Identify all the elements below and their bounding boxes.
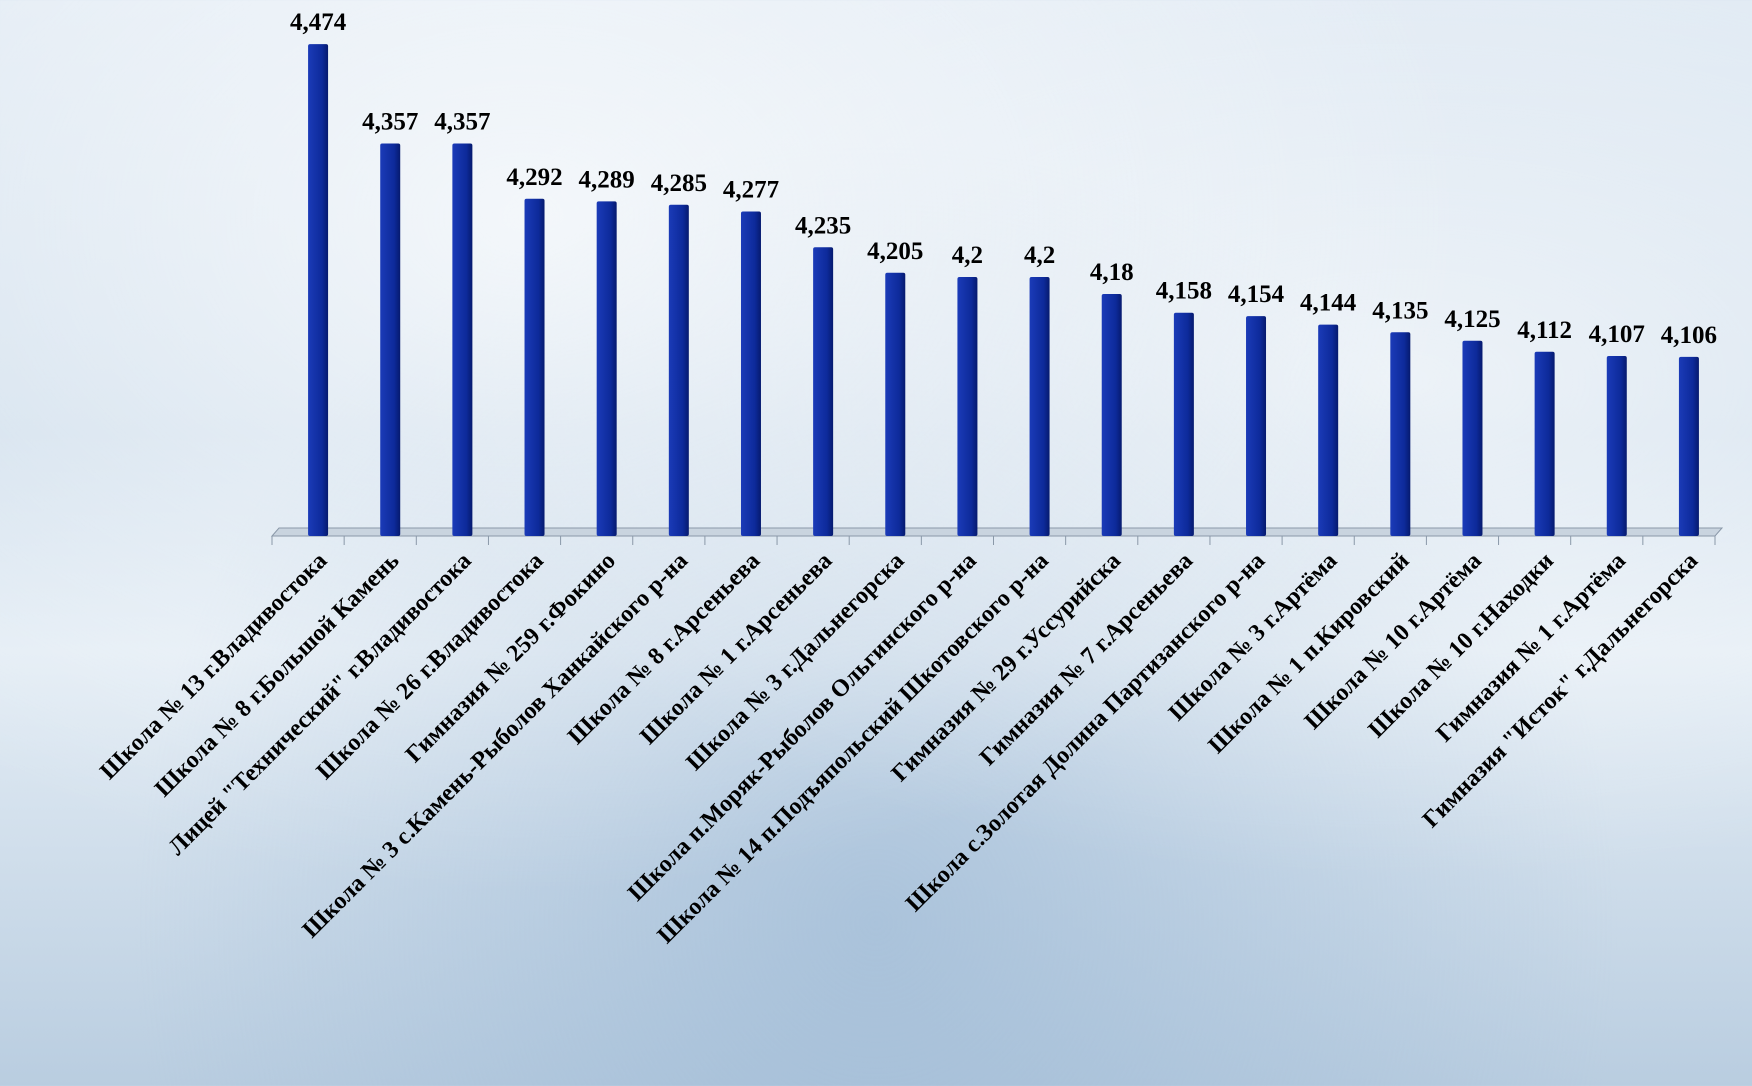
bar bbox=[1606, 356, 1627, 536]
bar bbox=[380, 143, 401, 537]
value-label: 4,2 bbox=[1024, 242, 1055, 269]
value-label: 4,2 bbox=[952, 242, 983, 269]
value-label: 4,285 bbox=[651, 170, 707, 197]
value-label: 4,357 bbox=[362, 109, 418, 136]
value-label: 4,154 bbox=[1228, 281, 1285, 308]
bar bbox=[1534, 351, 1555, 536]
value-label: 4,235 bbox=[795, 212, 851, 239]
value-label: 4,277 bbox=[723, 177, 779, 204]
bar bbox=[957, 277, 978, 536]
bar bbox=[1390, 332, 1411, 536]
value-label: 4,474 bbox=[290, 9, 347, 36]
value-label: 4,18 bbox=[1090, 259, 1134, 286]
value-label: 4,112 bbox=[1517, 317, 1572, 344]
bar bbox=[668, 204, 689, 536]
bar bbox=[596, 201, 617, 536]
bar bbox=[1029, 277, 1050, 536]
value-label: 4,205 bbox=[867, 238, 923, 265]
bar bbox=[1173, 312, 1194, 536]
value-label: 4,292 bbox=[506, 164, 562, 191]
bar bbox=[740, 211, 761, 537]
bar bbox=[308, 44, 329, 536]
bar bbox=[1678, 356, 1699, 536]
bar bbox=[1462, 340, 1483, 536]
value-label: 4,135 bbox=[1372, 297, 1428, 324]
bar bbox=[1101, 294, 1122, 536]
bar bbox=[452, 143, 473, 537]
value-label: 4,144 bbox=[1300, 290, 1357, 317]
bar bbox=[813, 247, 834, 536]
floor bbox=[270, 527, 1724, 537]
bar bbox=[1246, 316, 1267, 536]
value-label: 4,106 bbox=[1661, 322, 1717, 349]
value-label: 4,158 bbox=[1156, 278, 1212, 305]
bar bbox=[1318, 324, 1339, 536]
value-label: 4,125 bbox=[1444, 306, 1500, 333]
value-label: 4,107 bbox=[1589, 321, 1645, 348]
value-label: 4,357 bbox=[434, 109, 490, 136]
value-label: 4,289 bbox=[579, 166, 635, 193]
bar bbox=[885, 272, 906, 536]
bar bbox=[524, 198, 545, 537]
